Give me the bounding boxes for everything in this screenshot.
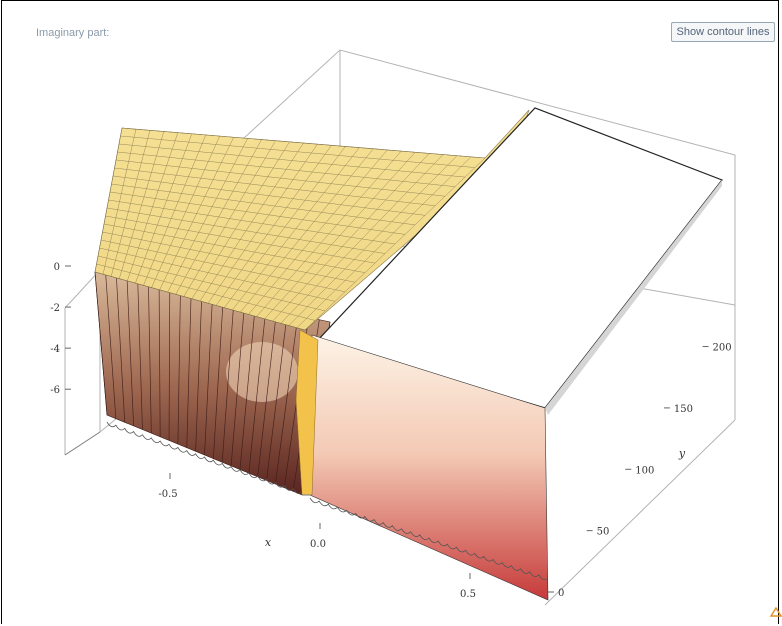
z-tick-label: -2 bbox=[50, 303, 60, 314]
show-contour-lines-button[interactable]: Show contour lines bbox=[671, 22, 775, 42]
wall-mesh-line bbox=[221, 301, 235, 463]
floor-scallop-edge bbox=[309, 497, 549, 581]
plateau-mesh-line bbox=[112, 175, 426, 216]
floor-scallop-edge bbox=[106, 421, 303, 495]
wall-mesh-line bbox=[158, 285, 161, 437]
plateau-mesh-line bbox=[114, 167, 436, 207]
wall-mesh-line bbox=[116, 276, 126, 423]
wall-mesh-line bbox=[266, 312, 288, 481]
wall-mesh-line bbox=[248, 308, 267, 474]
plateau-mesh-line bbox=[97, 255, 326, 312]
plateau-mesh-line bbox=[99, 247, 336, 302]
wall-mesh-line bbox=[257, 310, 277, 477]
wall-mesh-line bbox=[275, 315, 299, 485]
plateau-mesh-line bbox=[117, 151, 456, 187]
y-axis-label: y bbox=[678, 447, 686, 460]
x-tick-label: -0.5 bbox=[158, 489, 177, 500]
front-box-edges bbox=[64, 431, 312, 496]
x-tick-label: 0.0 bbox=[310, 539, 326, 550]
plateau-mesh-line bbox=[118, 143, 466, 178]
wall-mesh-line bbox=[186, 292, 192, 448]
wall-mesh-line bbox=[239, 306, 256, 470]
wall-mesh-line bbox=[204, 296, 213, 456]
wall-mesh-line bbox=[137, 281, 143, 430]
plateau-mesh-line bbox=[103, 223, 366, 273]
wall-mesh-line bbox=[94, 271, 108, 416]
floor-edge bbox=[106, 421, 549, 581]
y-tick-label: 100 bbox=[635, 465, 654, 476]
z-tick-label: -6 bbox=[50, 385, 60, 396]
plateau-mesh-line bbox=[106, 207, 386, 254]
y-tick-label: 0 bbox=[558, 588, 564, 599]
plateau-mesh-line bbox=[115, 159, 446, 197]
plateau-mesh-line bbox=[108, 199, 396, 245]
z-tick-label: -4 bbox=[50, 344, 60, 355]
right-region bbox=[309, 107, 723, 601]
x-axis-label: x bbox=[265, 536, 272, 549]
y-tick-label: 200 bbox=[713, 343, 732, 354]
left-wall bbox=[94, 271, 331, 496]
corner-badge-icon bbox=[770, 606, 782, 617]
plateau-mesh-line bbox=[120, 135, 476, 168]
axes: 0 -2 -4 -6 -0.5 0.0 0.5 x 0 50 100 150 200 y bbox=[50, 262, 731, 600]
wall-mesh-line bbox=[148, 283, 152, 434]
y-tick-label: 50 bbox=[597, 527, 610, 538]
plateau-mesh-line bbox=[100, 239, 346, 293]
wall-mesh-line bbox=[126, 278, 134, 426]
wall-mesh-line bbox=[195, 294, 203, 452]
plateau-mesh-line bbox=[109, 191, 406, 235]
y-tick-label: 150 bbox=[674, 404, 693, 415]
wall-mesh-line bbox=[105, 274, 117, 419]
plateau-mesh-line bbox=[105, 215, 376, 264]
wall-mesh-line bbox=[213, 299, 224, 459]
plateau-mesh-line bbox=[111, 183, 416, 226]
wall-mesh-line bbox=[177, 290, 181, 445]
plateau-surface bbox=[94, 109, 530, 331]
plateau-mesh-line bbox=[121, 127, 486, 159]
x-tick-label: 0.5 bbox=[460, 589, 476, 600]
wall-mesh-line bbox=[168, 287, 171, 441]
wall-mesh-line bbox=[230, 303, 245, 466]
z-tick-label: 0 bbox=[54, 262, 60, 273]
plateau-mesh-line bbox=[94, 271, 306, 331]
imaginary-part-label: Imaginary part: bbox=[36, 27, 110, 39]
plateau-mesh-line bbox=[96, 263, 316, 321]
plateau-mesh-line bbox=[102, 231, 356, 283]
